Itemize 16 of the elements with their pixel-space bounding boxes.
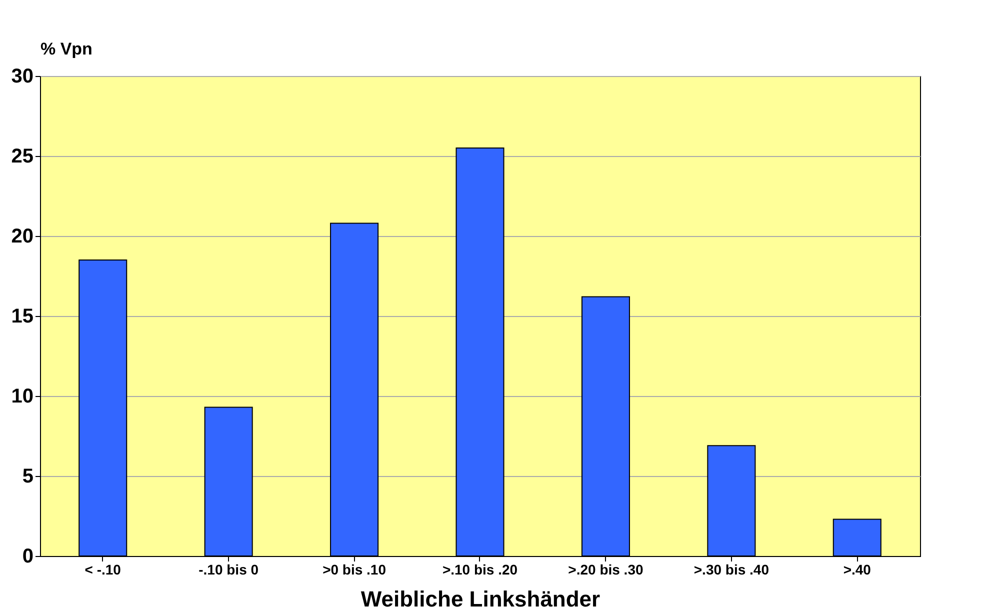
y-axis-title: % Vpn xyxy=(40,40,92,58)
x-tick-label: -.10 bis 0 xyxy=(198,562,259,578)
y-tick-label: 25 xyxy=(11,146,34,168)
x-axis-title: Weibliche Linkshänder xyxy=(360,586,601,609)
y-tick-label: 15 xyxy=(11,306,34,328)
x-tick-label: >0 bis .10 xyxy=(322,562,386,578)
x-tick-label: >.30 bis .40 xyxy=(694,562,770,578)
y-tick-label: 20 xyxy=(11,226,34,248)
y-tick-label: 30 xyxy=(11,66,34,88)
y-tick-label: 5 xyxy=(22,466,34,488)
x-tick-label: < -.10 xyxy=(84,562,122,578)
y-tick-label: 10 xyxy=(11,386,34,408)
x-tick-label: >.20 bis .30 xyxy=(568,562,644,578)
x-tick-label: >.10 bis .20 xyxy=(442,562,518,578)
x-tick-label: >.40 xyxy=(843,562,872,578)
y-tick-label: 0 xyxy=(22,546,34,568)
